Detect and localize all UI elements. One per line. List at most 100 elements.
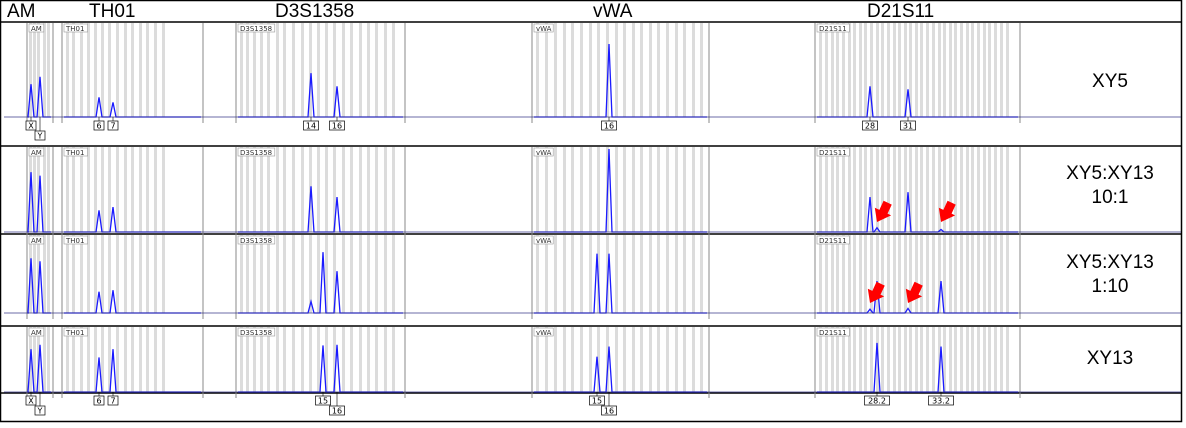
panel-tag-box [533,327,554,337]
allele-bin [983,235,986,313]
allele-bin [317,147,320,232]
allele-bin [915,147,918,232]
allele-bin [72,327,75,392]
allele-bin [146,23,149,117]
panel-tag-box [816,23,850,33]
allele-bin [350,235,353,313]
allele-bin [309,23,312,117]
allele-bin [333,327,336,392]
panel-tag-box [816,327,850,337]
allele-bin [640,235,643,313]
allele-bin [545,23,548,117]
allele-bin [898,327,901,392]
allele-bin [887,23,890,117]
allele-bin [842,327,845,392]
allele-call-label: X [28,397,34,406]
allele-bin [615,23,618,117]
allele-bin [589,23,592,117]
panel-tag-label: D21S11 [819,237,847,245]
allele-bin [359,235,362,313]
allele-bin [536,235,539,313]
allele-call-box [862,120,878,131]
allele-call-box [900,120,916,131]
allele-bin [283,147,286,232]
allele-bin [597,327,600,392]
allele-bin [943,23,946,117]
panel-tag-box [63,327,88,337]
allele-call-label: 33.2 [932,397,950,406]
allele-bin [649,147,652,232]
allele-bin [842,23,845,117]
allele-bin [246,235,249,313]
allele-bin [80,327,83,392]
allele-bin [392,235,395,313]
allele-bin [375,235,378,313]
allele-bin [1006,327,1009,392]
allele-bin [983,147,986,232]
allele-bin [94,147,97,232]
allele-bin [615,147,618,232]
allele-bin [66,235,69,313]
allele-bin [632,327,635,392]
panel-tag-label: TH01 [65,329,84,337]
allele-bin [977,23,980,117]
allele-bin [666,23,669,117]
panel-tag-box [63,147,88,157]
panel-tag-box [28,147,45,157]
allele-bin [692,235,695,313]
allele-bin [589,147,592,232]
allele-bin [350,147,353,232]
allele-bin [887,147,890,232]
allele-bin [563,23,566,117]
allele-bin [359,147,362,232]
allele-bin [146,235,149,313]
allele-bin [571,147,574,232]
allele-bin [683,23,686,117]
allele-bin [893,327,896,392]
allele-bin [545,327,548,392]
allele-bin [554,327,557,392]
allele-bin [87,23,90,117]
allele-bin [108,235,111,313]
allele-bin [545,147,548,232]
allele-call-box [25,395,37,406]
allele-bin [893,235,896,313]
allele-bin [162,23,165,117]
panel-tag-label: D3S1358 [240,149,272,157]
allele-bin [554,235,557,313]
allele-call-label: 16 [604,122,614,131]
allele-bin [571,23,574,117]
allele-bin [949,23,952,117]
allele-bin [108,327,111,392]
allele-bin [1000,235,1003,313]
allele-bin [72,23,75,117]
allele-bin [932,147,935,232]
allele-bin [876,23,879,117]
allele-bin [1006,235,1009,313]
allele-bin [876,235,879,313]
allele-bin [108,147,111,232]
allele-bin [640,327,643,392]
allele-bin [881,327,884,392]
allele-bin [943,327,946,392]
allele-bin [43,235,46,313]
trace-vwa [534,346,707,393]
allele-bin [819,23,822,117]
allele-bin [162,147,165,232]
allele-bin [162,327,165,392]
allele-bin [146,327,149,392]
panel-tag-box [28,235,45,245]
allele-bin [66,327,69,392]
allele-bin [836,327,839,392]
allele-call-label: 28.2 [868,397,886,406]
allele-bin [240,235,243,313]
allele-bin [960,147,963,232]
allele-bin [848,235,851,313]
allele-bin [819,327,822,392]
allele-call-box [34,130,46,141]
allele-bin [292,23,295,117]
allele-bin [116,147,119,232]
allele-bin [994,235,997,313]
allele-bin [859,327,862,392]
panel-tag-label: D21S11 [819,25,847,33]
